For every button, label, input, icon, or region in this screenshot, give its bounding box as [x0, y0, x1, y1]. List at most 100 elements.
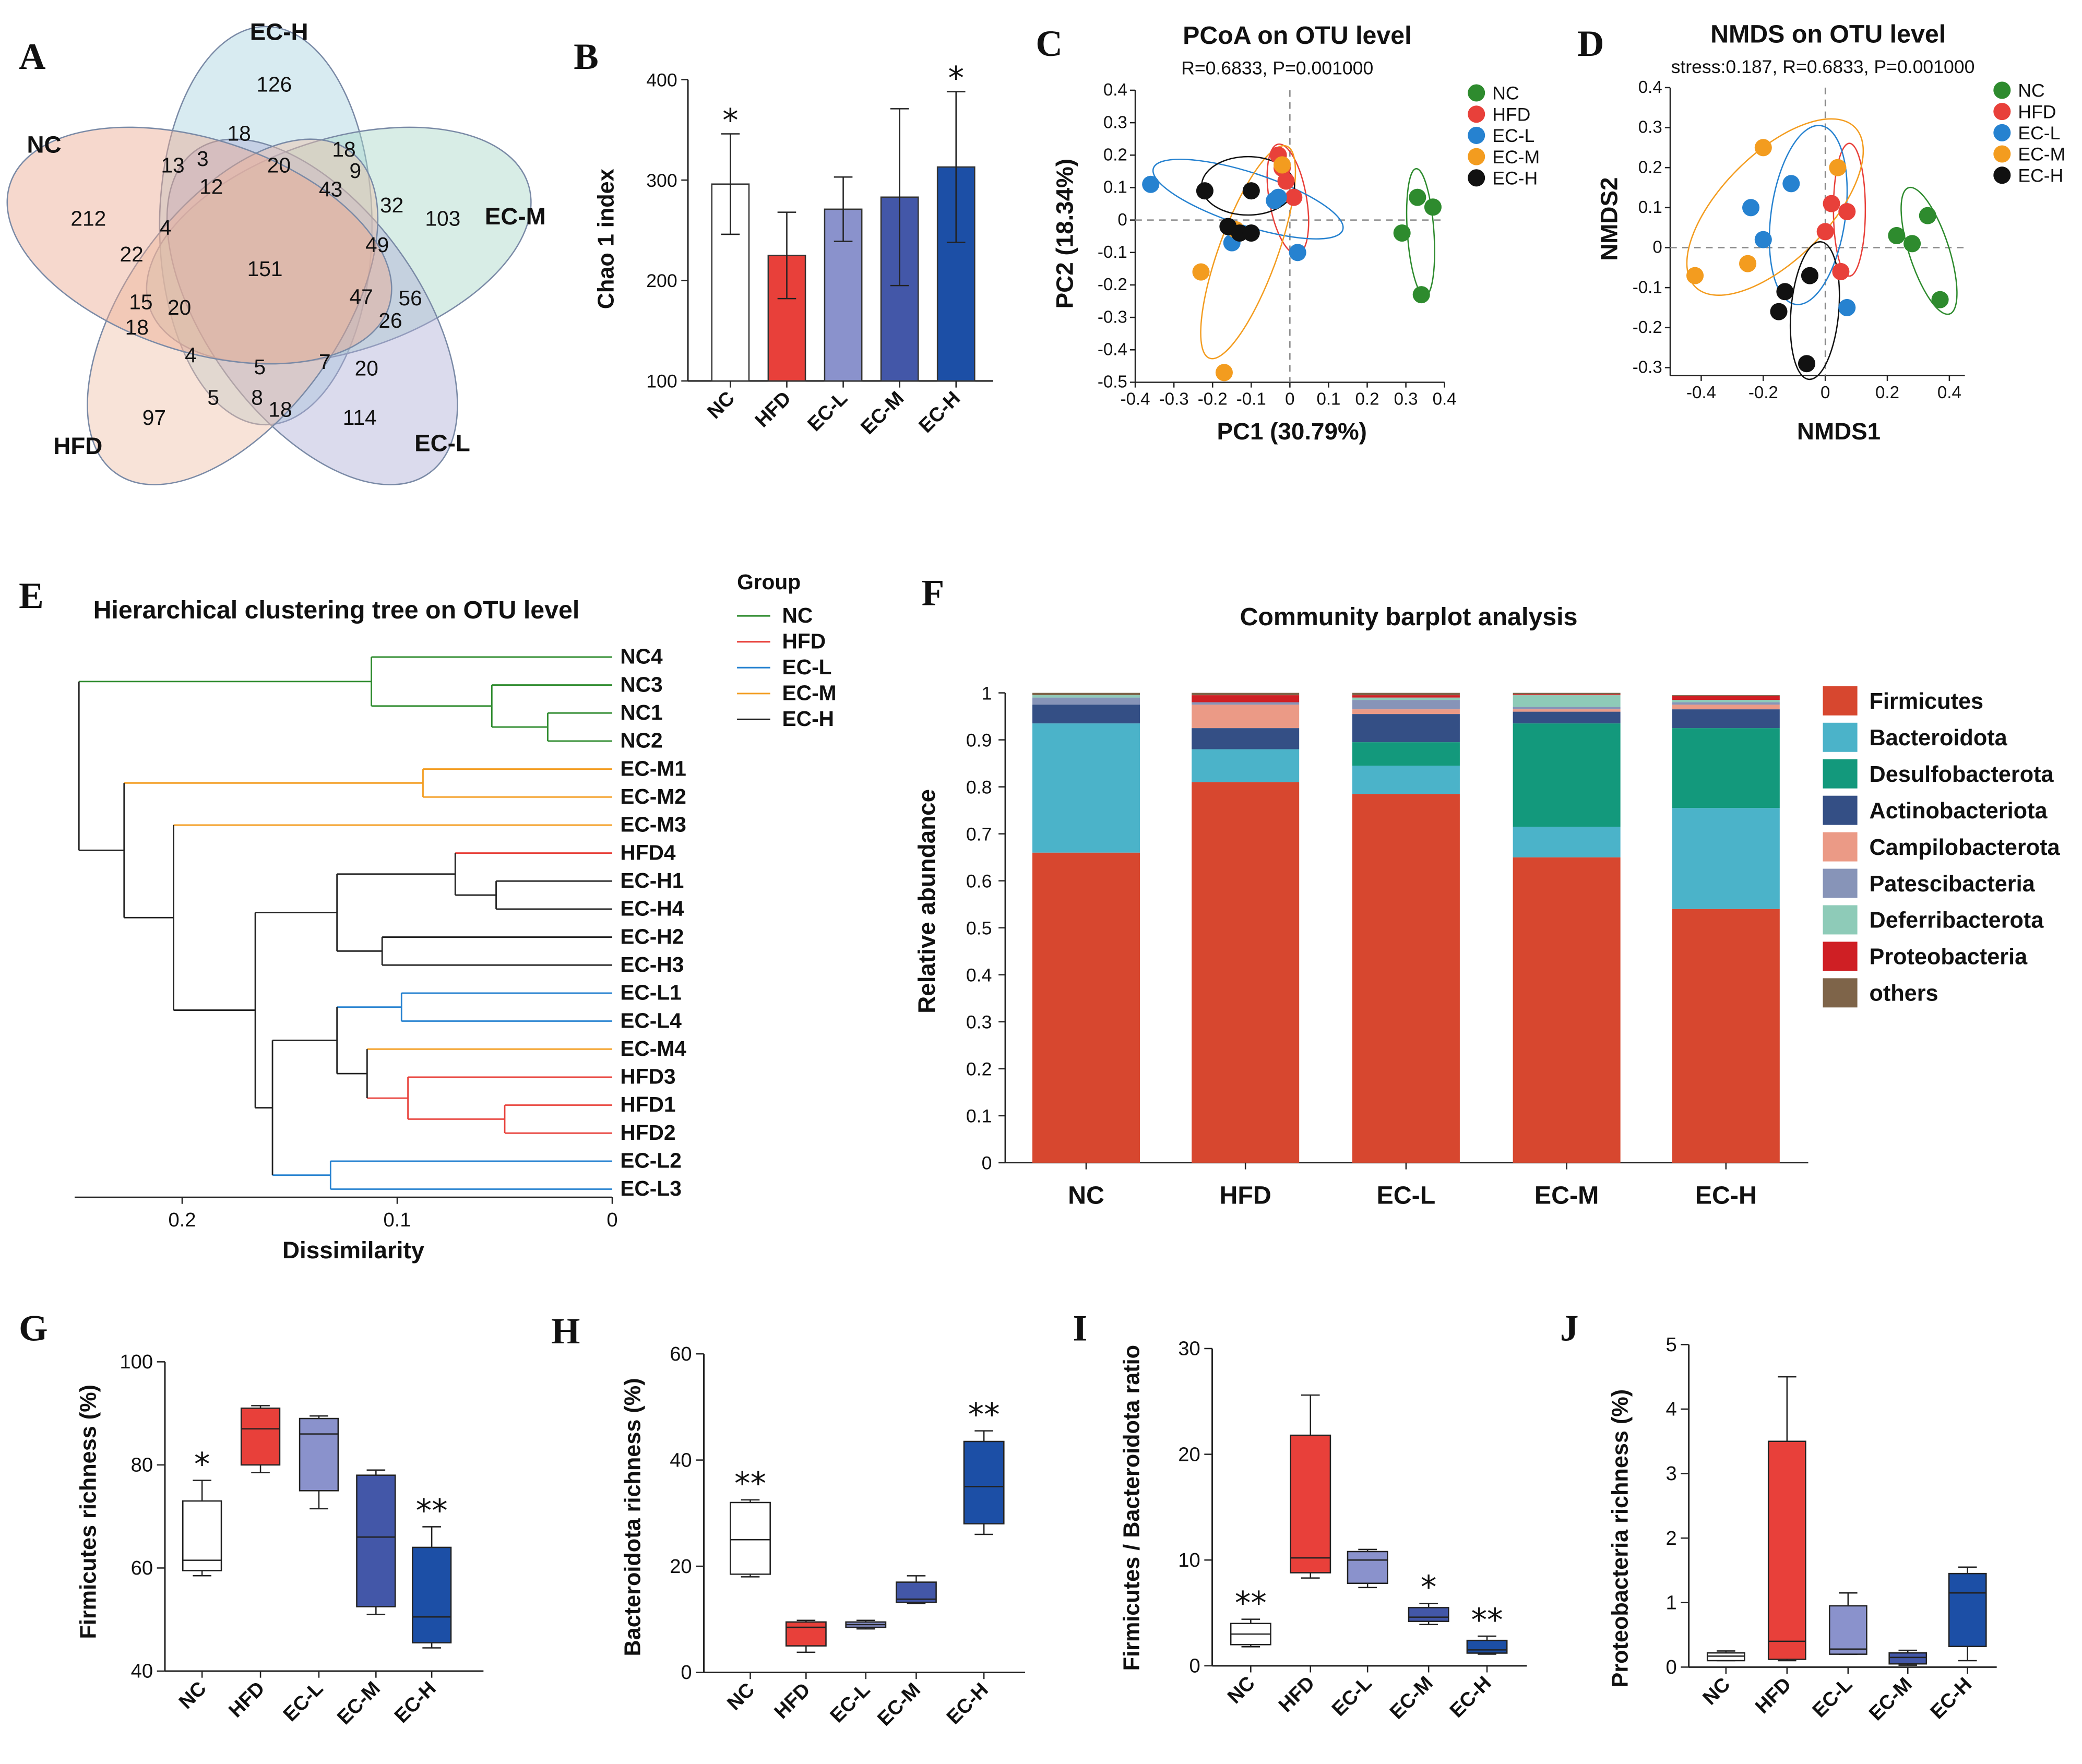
y-tick-label: 0.3 [1103, 113, 1127, 132]
x-tick-label: 0 [606, 1209, 617, 1231]
leaf-label: EC-L4 [620, 1008, 682, 1032]
y-tick-label: 10 [1178, 1549, 1200, 1571]
box [730, 1501, 771, 1575]
panel-label-f: F [922, 573, 945, 614]
data-point [1838, 202, 1856, 221]
x-axis-label: PC1 (30.79%) [1217, 418, 1366, 445]
bar-segment [1032, 705, 1140, 724]
legend-marker [1993, 166, 2011, 184]
legend-marker [1468, 84, 1485, 102]
x-tick-label: EC-L [1377, 1182, 1436, 1210]
significance-marker: * [194, 1446, 210, 1483]
y-axis-label: Firmicutes richness (%) [76, 1385, 101, 1639]
x-tick-label: 0.1 [384, 1209, 411, 1231]
legend-label: Firmicutes [1869, 689, 1983, 714]
y-tick-label: 20 [670, 1555, 692, 1578]
legend-label: others [1869, 981, 1938, 1006]
y-tick-label: 0.2 [1638, 158, 1662, 177]
venn-count: 18 [332, 137, 355, 161]
bar-segment [1513, 694, 1621, 696]
y-tick-label: 1 [982, 683, 992, 704]
confidence-ellipse [1900, 186, 1958, 315]
legend-marker [1993, 145, 2011, 163]
y-tick-label: 30 [1178, 1338, 1200, 1360]
legend-label: Proteobacteria [1869, 945, 2028, 970]
legend-marker [1993, 81, 2011, 99]
venn-count: 22 [120, 242, 143, 266]
bar-segment [1672, 808, 1780, 909]
y-tick-label: 0.3 [966, 1012, 992, 1033]
x-tick-label: -0.1 [1236, 390, 1266, 409]
panel-label-e: E [19, 576, 43, 616]
data-point [1931, 291, 1949, 308]
bar-segment [1352, 714, 1460, 743]
significance-marker: ** [968, 1396, 1000, 1433]
bar-segment [1513, 857, 1621, 1163]
venn-count: 15 [129, 290, 152, 314]
bar-segment [1352, 742, 1460, 766]
venn-count: 18 [268, 398, 292, 422]
leaf-label: EC-L2 [620, 1149, 682, 1173]
y-tick-label: 0.8 [966, 777, 992, 797]
venn-count: 97 [142, 406, 166, 430]
legend-label: HFD [2018, 101, 2056, 122]
venn-count: 43 [319, 177, 342, 201]
leaf-label: EC-H2 [620, 924, 684, 948]
box [785, 1621, 827, 1647]
venn-ellipse-ec-l [166, 138, 458, 485]
data-point [1274, 156, 1291, 174]
data-point [1409, 188, 1426, 206]
legend-label: EC-L [1492, 125, 1534, 146]
legend-label: EC-H [1492, 168, 1538, 189]
leaf-label: EC-M3 [620, 813, 686, 837]
data-point [1412, 286, 1430, 304]
bar-segment [1672, 695, 1780, 696]
y-tick-label: 0 [1117, 210, 1127, 230]
x-tick-label: 0.3 [1394, 390, 1418, 409]
x-tick-label: 0 [1285, 390, 1294, 409]
x-tick-label: 0.2 [169, 1209, 196, 1231]
box [411, 1546, 452, 1643]
venn-count: 20 [267, 153, 291, 177]
venn-count: 114 [343, 406, 377, 430]
y-tick-label: 300 [646, 170, 677, 191]
chart-title: Hierarchical clustering tree on OTU leve… [93, 596, 580, 624]
bar-segment [1192, 782, 1300, 1163]
panel-label-g: G [19, 1308, 47, 1349]
y-tick-label: 200 [646, 270, 677, 291]
chart-title: Community barplot analysis [1240, 603, 1577, 631]
bar-segment [1032, 697, 1140, 705]
y-tick-label: 0.1 [1638, 198, 1662, 217]
bar-segment [1513, 723, 1621, 827]
y-tick-label: 60 [670, 1343, 692, 1365]
leaf-label: EC-H3 [620, 952, 684, 976]
venn-count: 32 [380, 193, 403, 217]
venn-diagram: EC-H NC EC-M HFD EC-L 126 18 18 20 13 3 … [6, 18, 546, 485]
legend-label: Desulfobacterota [1869, 762, 2054, 787]
y-tick-label: 0.7 [966, 824, 992, 844]
legend-swatch [1823, 941, 1858, 971]
venn-counts: 126 18 18 20 13 3 12 43 9 212 32 103 4 4… [70, 72, 460, 429]
chart-title: NMDS on OTU level [1710, 20, 1946, 48]
venn-set-label-ec-m: EC-M [485, 203, 546, 230]
y-tick-label: 40 [131, 1660, 153, 1683]
legend-label: Actinobacteriota [1869, 798, 2048, 824]
data-point [1919, 207, 1936, 224]
x-tick-label: EC-H [1695, 1182, 1757, 1210]
leaf-label: EC-L1 [620, 981, 682, 1005]
bar-segment [1192, 749, 1300, 782]
bar-segment [1513, 693, 1621, 695]
leaf-label: HFD1 [620, 1092, 675, 1116]
panel-label-d: D [1577, 23, 1604, 64]
venn-set-label-ec-l: EC-L [414, 430, 470, 457]
significance-marker: ** [1235, 1584, 1267, 1622]
y-tick-label: 0.3 [1638, 118, 1662, 137]
legend-label: EC-H [2018, 165, 2063, 186]
bar-segment [1192, 728, 1300, 749]
box [1466, 1639, 1508, 1654]
y-tick-label: 0 [1666, 1656, 1677, 1678]
leaf-label: EC-M1 [620, 756, 686, 780]
y-tick-label: 60 [131, 1557, 153, 1579]
venn-ellipse-nc [6, 126, 392, 365]
x-tick-label: 0.4 [1937, 383, 1961, 402]
